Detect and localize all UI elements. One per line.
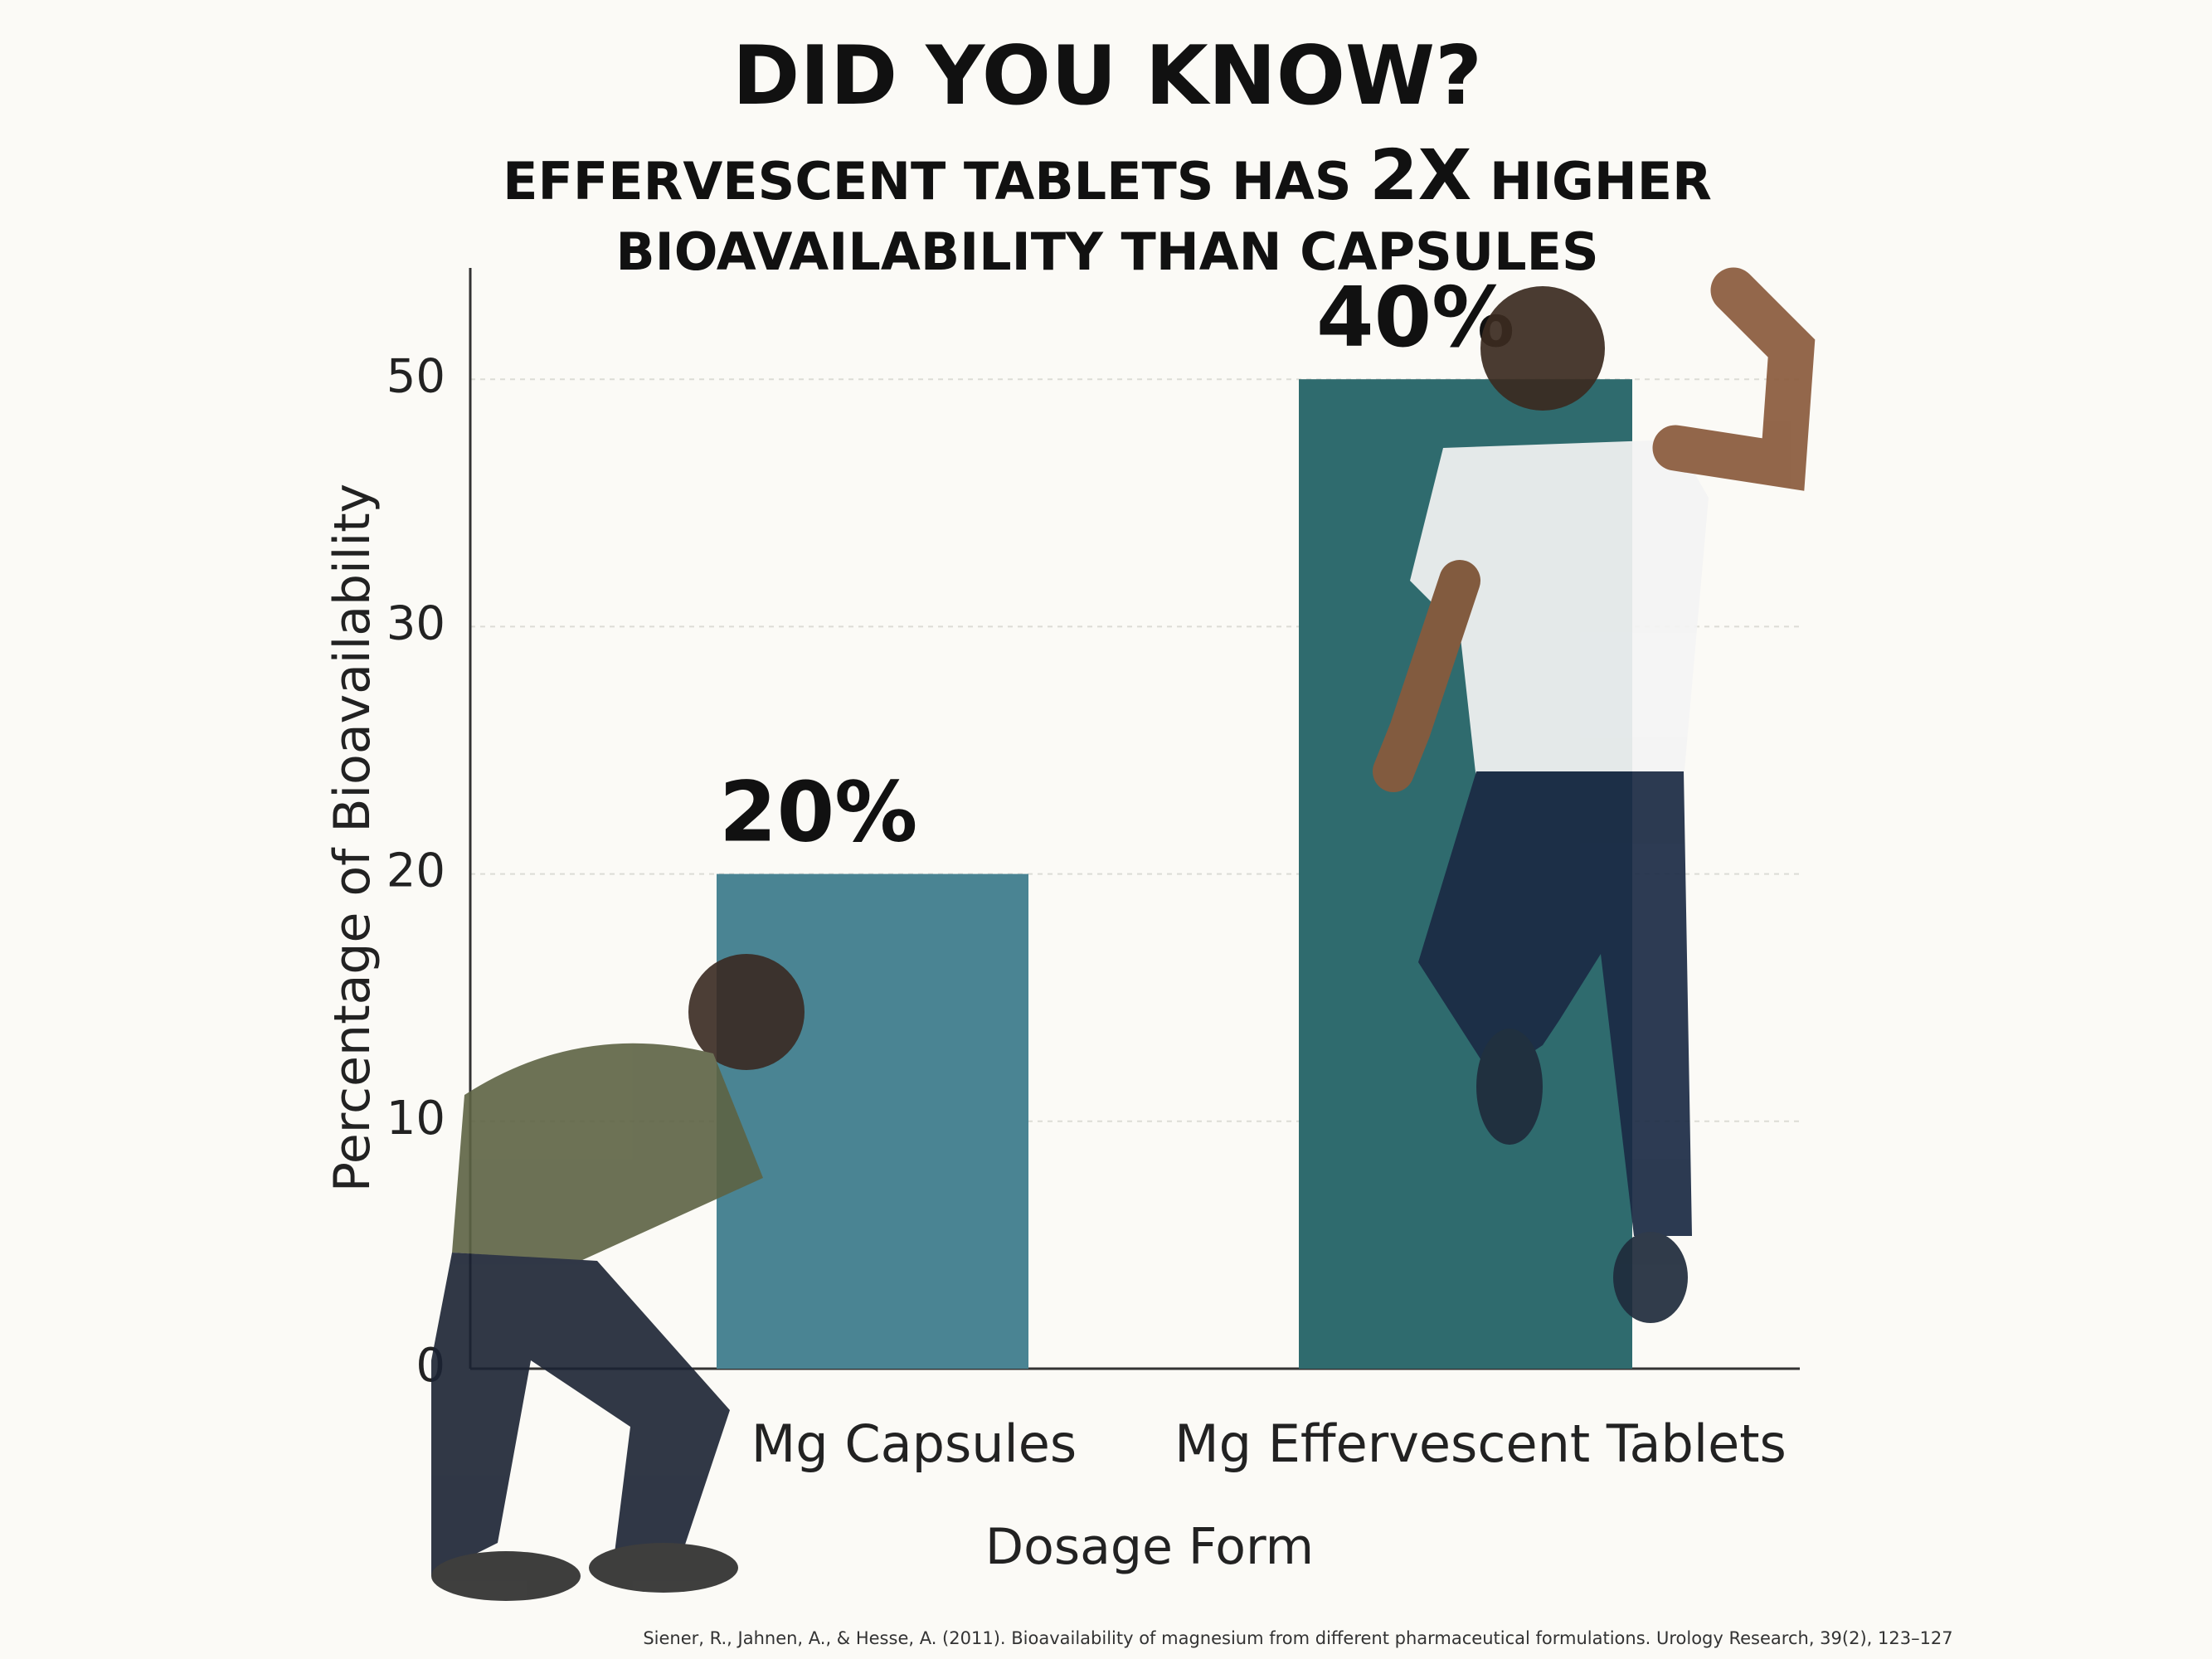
y-axis-label: Percentage of Bioavailability	[323, 484, 382, 1192]
y-tick-label: 10	[386, 1092, 445, 1146]
bar	[717, 873, 1028, 1369]
source-note: Siener, R., Jahnen, A., & Hesse, A. (201…	[643, 1628, 1952, 1648]
subtitle-emphasis: 2X	[1369, 134, 1471, 216]
subtitle-before: EFFERVESCENT TABLETS HAS	[503, 151, 1351, 212]
value-label: 20%	[719, 764, 917, 861]
subtitle-after: HIGHER	[1490, 151, 1712, 212]
x-tick-label: Mg Effervescent Tablets	[1174, 1413, 1787, 1474]
jumping-person	[1373, 267, 1816, 1323]
x-tick-label: Mg Capsules	[751, 1413, 1077, 1474]
y-tick-label: 20	[386, 844, 445, 898]
slouching-person	[431, 954, 805, 1601]
y-tick-label: 50	[386, 349, 445, 403]
subtitle-line-1: EFFERVESCENT TABLETS HAS 2X HIGHER	[503, 134, 1712, 216]
y-tick-label: 30	[386, 597, 445, 651]
subtitle-line-2: BIOAVAILABILITY THAN CAPSULES	[615, 221, 1598, 282]
x-axis-label: Dosage Form	[985, 1518, 1314, 1576]
chart-title: DID YOU KNOW?	[732, 29, 1482, 124]
